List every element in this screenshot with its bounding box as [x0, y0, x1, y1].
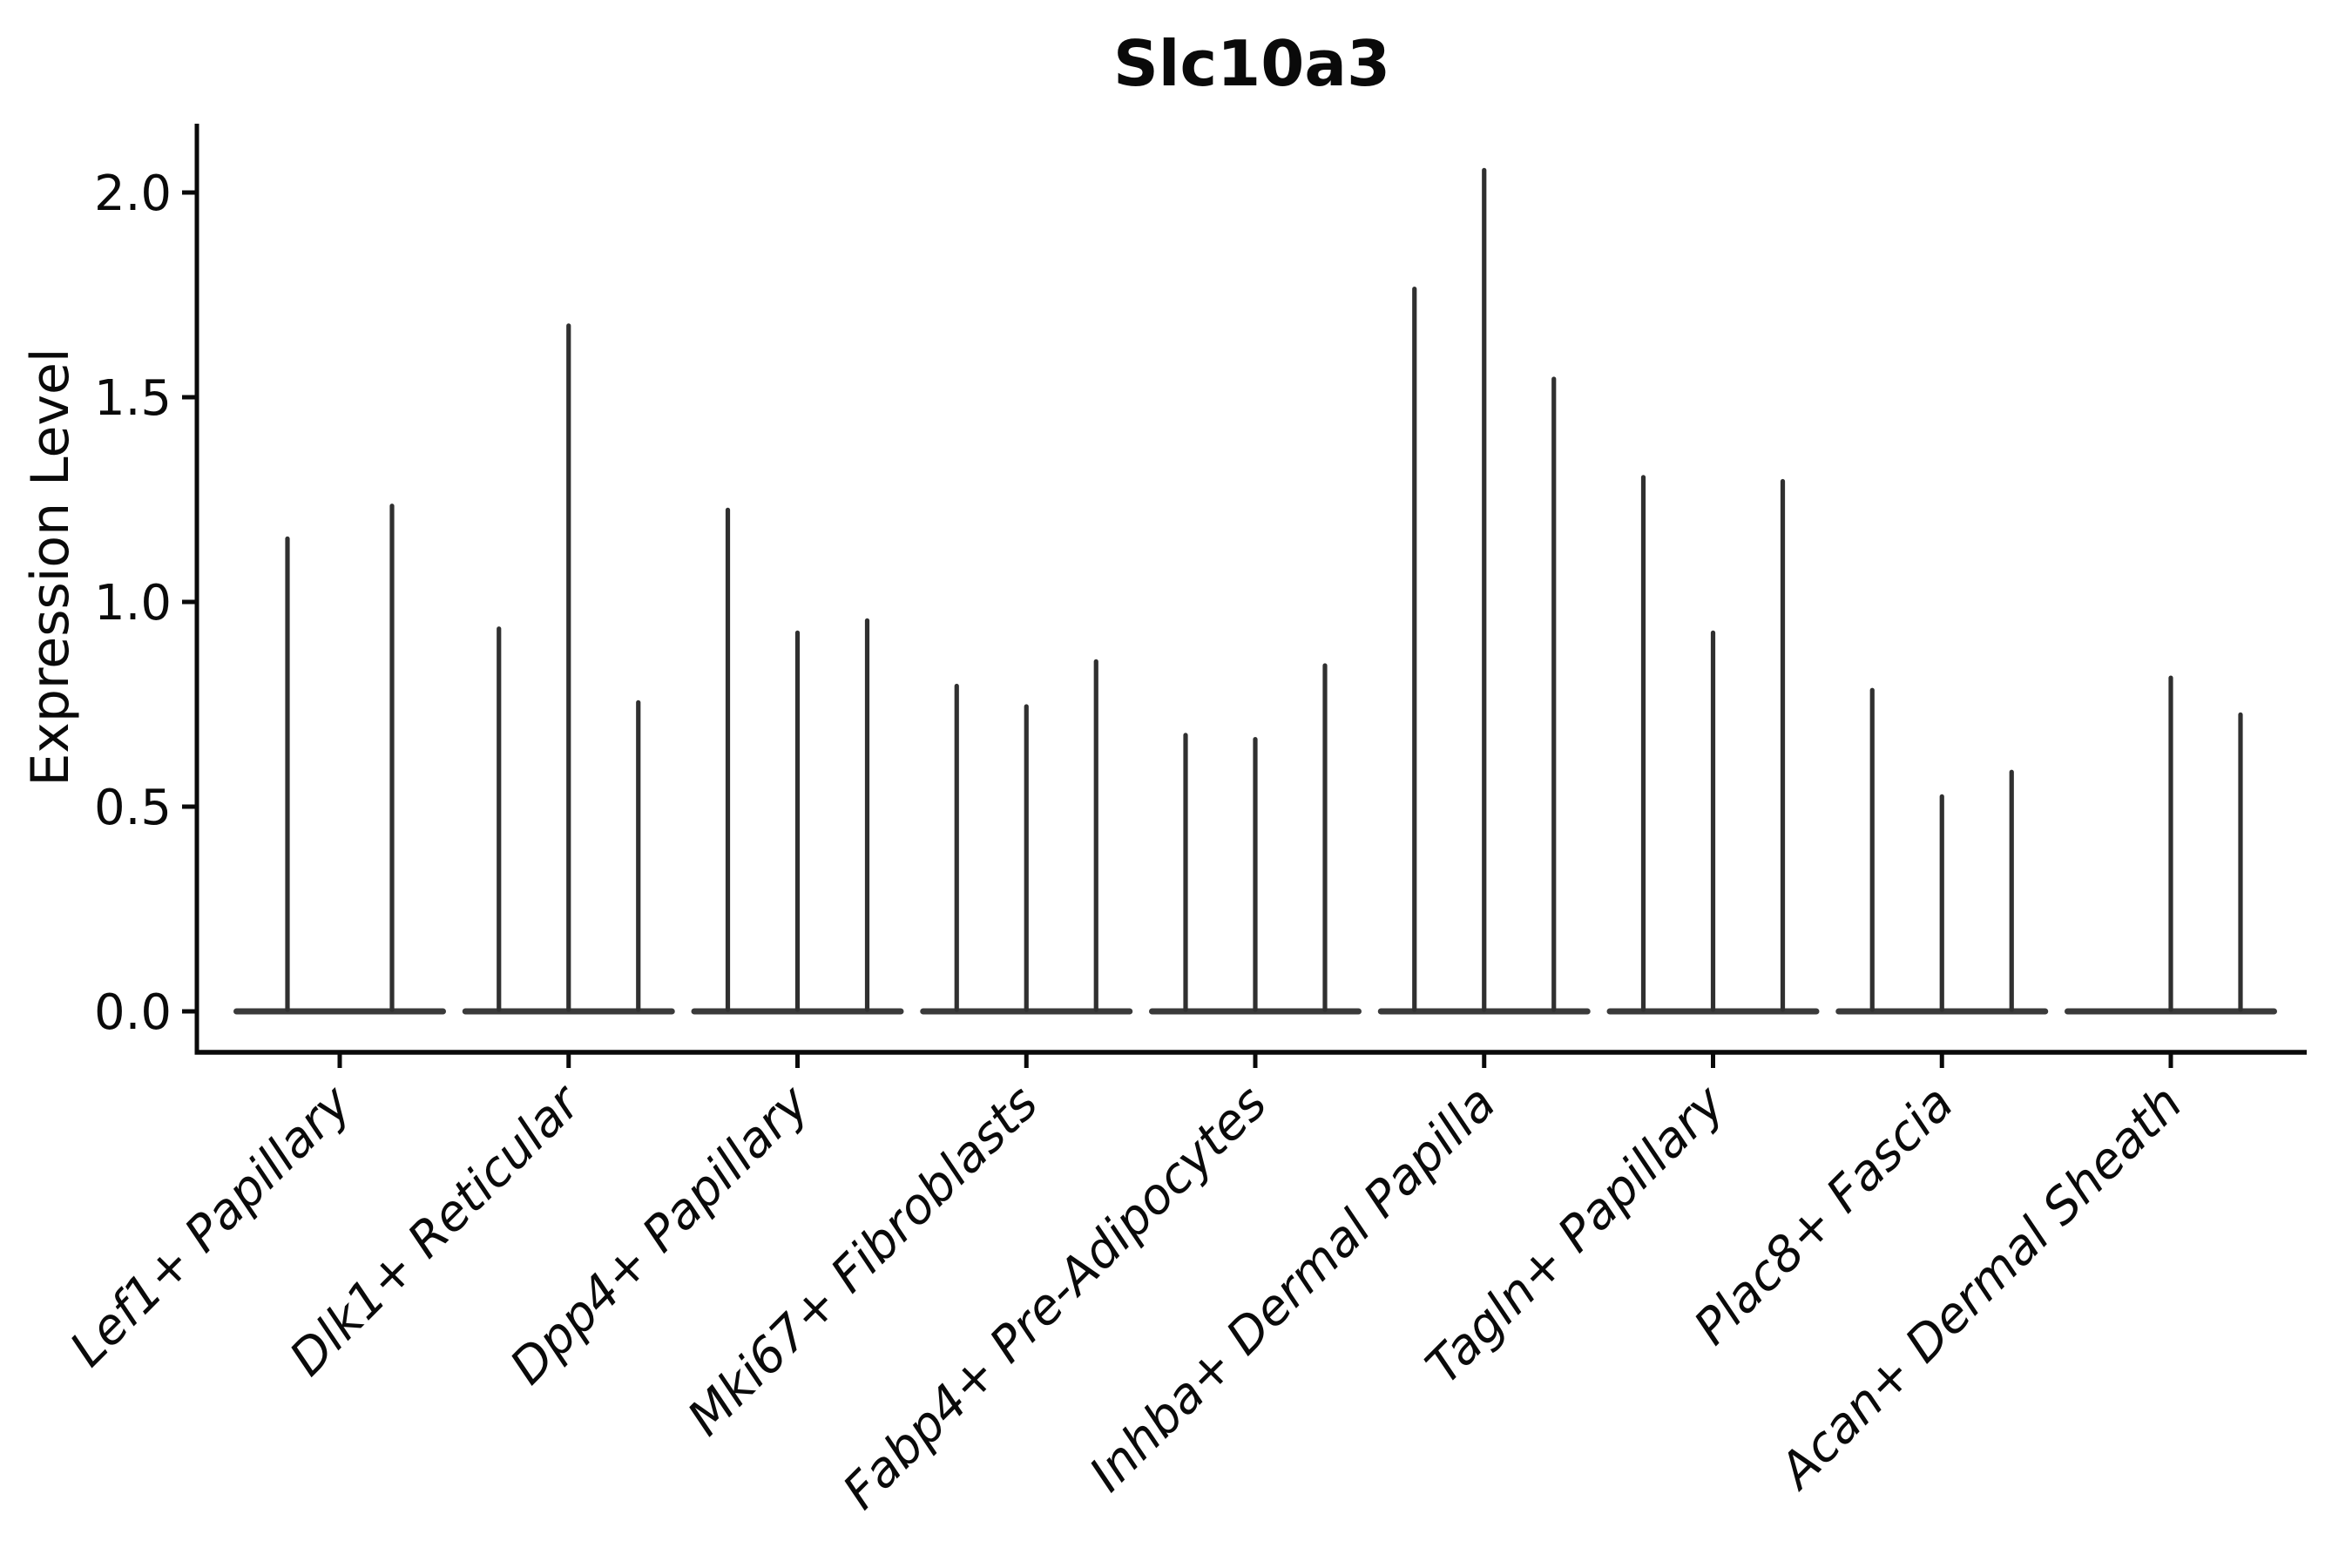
violin-base [233, 1008, 446, 1015]
y-tick-label: 2.0 [94, 166, 172, 222]
y-tick-label: 1.5 [94, 370, 172, 427]
violin-group [691, 507, 904, 1015]
violin-group [1149, 663, 1362, 1015]
violin-group [1606, 475, 1820, 1015]
violin-layer [233, 167, 2277, 1015]
chart-title: Slc10a3 [1113, 27, 1390, 100]
violin-group [1377, 167, 1591, 1015]
y-tick-label: 0.0 [94, 984, 172, 1041]
x-tick-label: Fabp4+ Pre-Adipocytes [833, 1075, 1278, 1520]
violin-group [233, 504, 446, 1015]
x-tick-label: Acan+ Dermal Sheath [1767, 1075, 2193, 1501]
y-tick-label: 1.0 [94, 575, 172, 632]
violin-group [462, 323, 675, 1015]
y-axis-label: Expression Level [20, 348, 81, 786]
x-tick-label: Inhba+ Dermal Papilla [1079, 1075, 1507, 1503]
violin-group [920, 659, 1133, 1015]
y-tick-label: 0.5 [94, 780, 172, 836]
violin-group [2065, 675, 2277, 1015]
violin-group [1835, 687, 2049, 1015]
